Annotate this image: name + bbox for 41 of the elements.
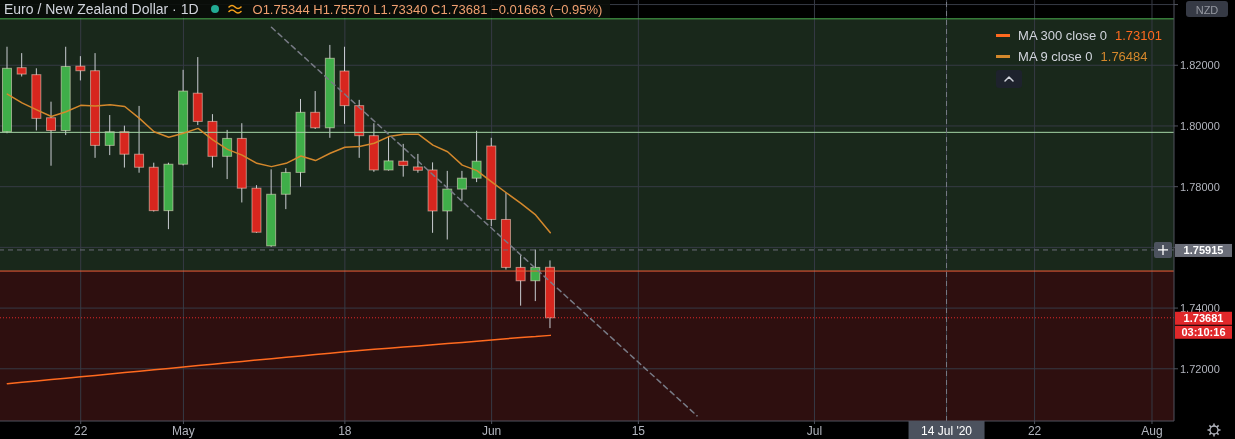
candlestick bbox=[471, 130, 482, 183]
candlestick bbox=[75, 55, 86, 81]
candlestick bbox=[310, 90, 321, 130]
annotation: 1.73101 bbox=[1115, 28, 1162, 43]
candlestick bbox=[398, 143, 409, 178]
x-tick-label: 14 Jul '20 bbox=[921, 424, 973, 438]
x-tick-label: Jul bbox=[806, 424, 823, 438]
candlestick bbox=[16, 52, 27, 77]
x-tick-label: Aug bbox=[1141, 424, 1163, 438]
line-series bbox=[6, 334, 552, 385]
y-tick-label: 1.74000 bbox=[1180, 302, 1220, 315]
x-tick-label: 22 bbox=[74, 424, 88, 438]
y-tick-label: 1.80000 bbox=[1180, 119, 1220, 132]
text: 03:10:16 bbox=[1181, 326, 1226, 339]
legend-label: MA 9 close 0 bbox=[1018, 49, 1093, 64]
annotation: O1.75344 H1.75570 L1.73340 C1.73681 −0.01663 (−0.95%) bbox=[252, 1, 603, 17]
line-series bbox=[6, 93, 552, 234]
candlestick bbox=[119, 125, 130, 169]
candlestick bbox=[134, 105, 145, 174]
x-tick-label: 22 bbox=[1027, 424, 1042, 438]
legend-label: MA 300 close 0 bbox=[1018, 28, 1107, 43]
candlestick bbox=[456, 170, 467, 202]
y-tick-label: 1.72000 bbox=[1180, 362, 1220, 375]
candlestick bbox=[280, 167, 291, 210]
x-tick-label: Jun bbox=[481, 424, 502, 438]
y-tick-label: 1.78000 bbox=[1180, 180, 1220, 193]
candlestick bbox=[222, 129, 233, 180]
candlestick bbox=[412, 153, 423, 174]
y-axis-title: NZD bbox=[1195, 3, 1219, 16]
ref-line-label: 1.75915 bbox=[1183, 244, 1224, 257]
x-tick-label: 15 bbox=[631, 424, 646, 438]
ref-line-label: 1.73681 bbox=[1183, 312, 1224, 325]
candlestick bbox=[46, 101, 57, 167]
x-tick-label: May bbox=[172, 424, 195, 438]
candlestick bbox=[104, 114, 115, 156]
candlestick bbox=[383, 136, 394, 172]
annotation: 1.76484 bbox=[1100, 49, 1148, 64]
candlestick bbox=[442, 170, 453, 240]
x-tick-label: 18 bbox=[338, 424, 352, 438]
chart-title: Euro / New Zealand Dollar · 1D bbox=[4, 1, 199, 17]
y-tick-label: 1.82000 bbox=[1180, 59, 1220, 72]
